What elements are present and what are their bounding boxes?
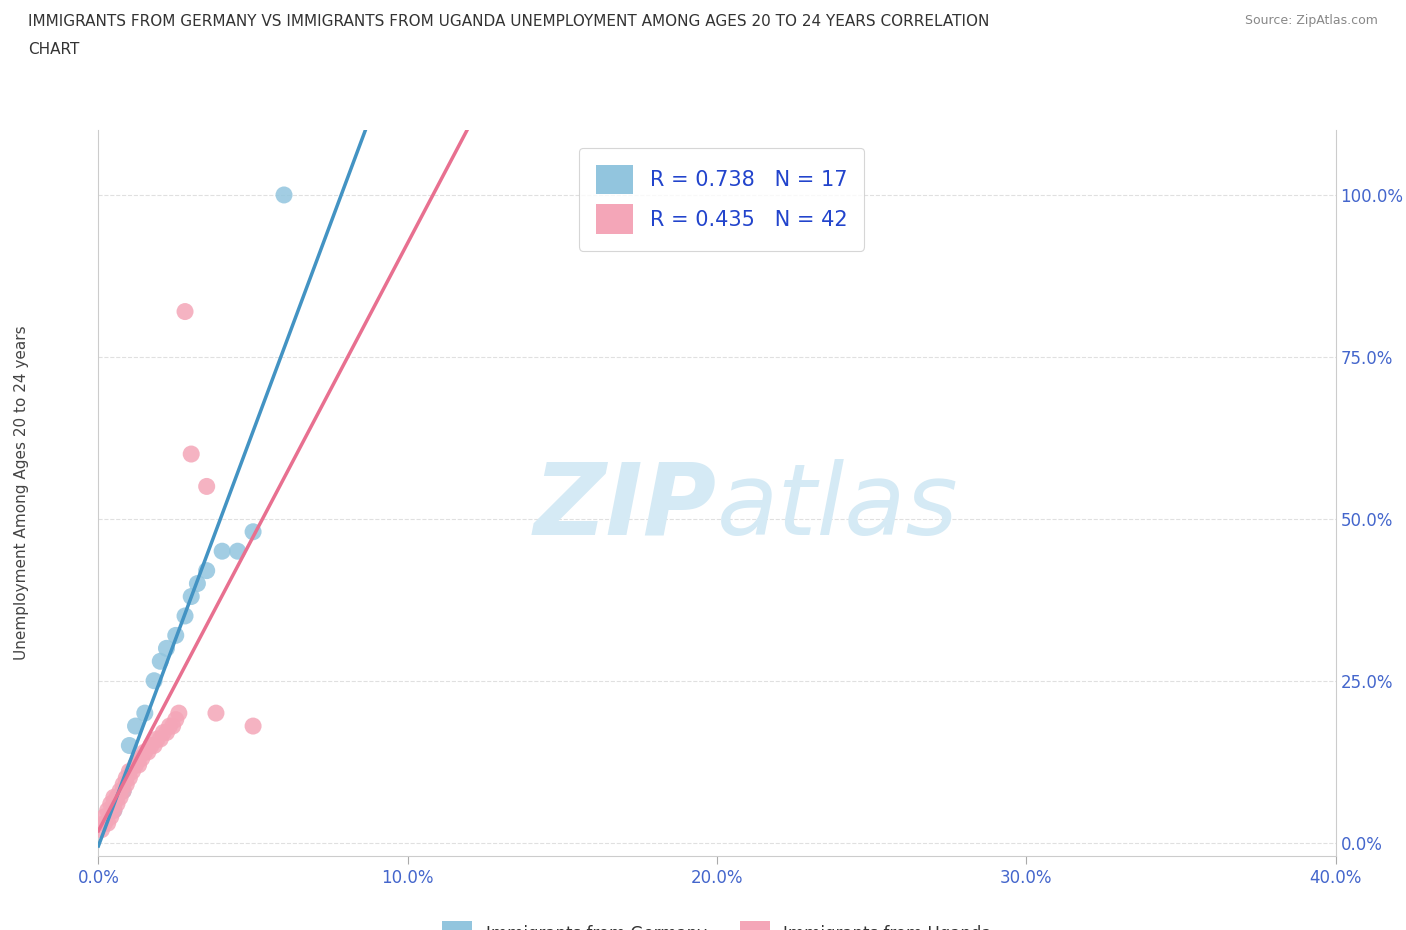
Point bbox=[146, 732, 169, 747]
Point bbox=[134, 706, 156, 721]
Point bbox=[186, 576, 208, 591]
Point bbox=[100, 796, 122, 811]
Point bbox=[174, 304, 197, 319]
Text: CHART: CHART bbox=[28, 42, 80, 57]
Point bbox=[118, 764, 141, 778]
Point bbox=[93, 816, 115, 830]
Point bbox=[97, 816, 120, 830]
Point bbox=[155, 641, 177, 656]
Point bbox=[180, 589, 202, 604]
Point bbox=[105, 796, 128, 811]
Point bbox=[128, 757, 150, 772]
Point bbox=[108, 783, 131, 798]
Text: atlas: atlas bbox=[717, 458, 959, 556]
Point bbox=[100, 809, 122, 824]
Point bbox=[118, 738, 141, 753]
Point bbox=[97, 803, 120, 817]
Point bbox=[112, 777, 135, 791]
Point bbox=[149, 732, 172, 747]
Point bbox=[136, 745, 159, 760]
Point bbox=[124, 757, 146, 772]
Point bbox=[211, 544, 233, 559]
Point bbox=[103, 790, 125, 804]
Point bbox=[118, 770, 141, 785]
Point bbox=[103, 796, 125, 811]
Text: IMMIGRANTS FROM GERMANY VS IMMIGRANTS FROM UGANDA UNEMPLOYMENT AMONG AGES 20 TO : IMMIGRANTS FROM GERMANY VS IMMIGRANTS FR… bbox=[28, 14, 990, 29]
Point bbox=[195, 564, 218, 578]
Point bbox=[273, 188, 295, 203]
Point bbox=[128, 751, 150, 766]
Point bbox=[143, 673, 166, 688]
Point bbox=[115, 777, 138, 791]
Point bbox=[242, 525, 264, 539]
Point bbox=[105, 790, 128, 804]
Point bbox=[174, 608, 197, 623]
Point bbox=[108, 790, 131, 804]
Point bbox=[134, 745, 156, 760]
Point bbox=[124, 719, 146, 734]
Point bbox=[165, 712, 187, 727]
Point bbox=[155, 725, 177, 740]
Point bbox=[242, 719, 264, 734]
Point bbox=[115, 770, 138, 785]
Point bbox=[205, 706, 228, 721]
Point bbox=[159, 719, 181, 734]
Point bbox=[93, 809, 115, 824]
Point bbox=[162, 719, 184, 734]
Point bbox=[180, 446, 202, 461]
Point bbox=[103, 803, 125, 817]
Point bbox=[167, 706, 190, 721]
Point bbox=[143, 738, 166, 753]
Y-axis label: Unemployment Among Ages 20 to 24 years: Unemployment Among Ages 20 to 24 years bbox=[14, 326, 30, 660]
Point bbox=[149, 654, 172, 669]
Point bbox=[112, 783, 135, 798]
Point bbox=[90, 822, 112, 837]
Text: Source: ZipAtlas.com: Source: ZipAtlas.com bbox=[1244, 14, 1378, 27]
Legend: Immigrants from Germany, Immigrants from Uganda: Immigrants from Germany, Immigrants from… bbox=[436, 915, 998, 930]
Point bbox=[139, 738, 162, 753]
Point bbox=[131, 751, 153, 766]
Text: ZIP: ZIP bbox=[534, 458, 717, 556]
Point bbox=[226, 544, 249, 559]
Point bbox=[103, 803, 125, 817]
Point bbox=[195, 479, 218, 494]
Point bbox=[121, 764, 143, 778]
Point bbox=[165, 628, 187, 643]
Point bbox=[152, 725, 174, 740]
Point bbox=[112, 783, 135, 798]
